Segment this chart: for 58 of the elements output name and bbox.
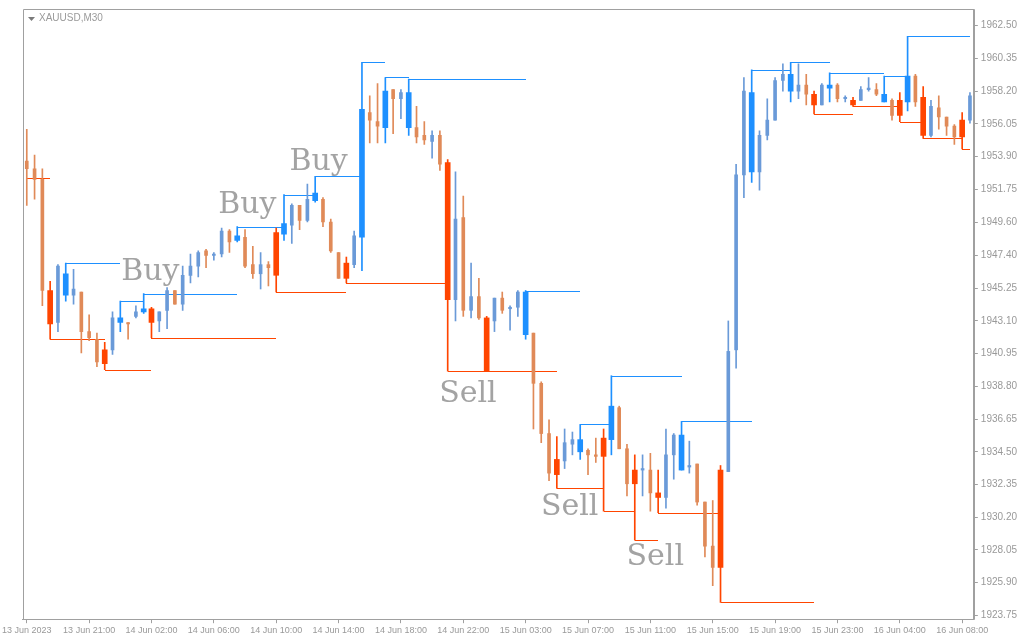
annotation: Buy: [289, 141, 348, 177]
y-tick-label: 1945.25: [980, 281, 1018, 293]
y-tick-label: 1947.40: [980, 249, 1018, 261]
y-tick-label: 1953.90: [980, 150, 1018, 162]
x-tick-label: 15 Jun 15:00: [686, 625, 739, 636]
candlestick: [508, 305, 512, 331]
x-tick-label: 15 Jun 03:00: [499, 625, 552, 636]
chart-title: XAUUSD,M30: [39, 12, 103, 24]
candlestick: [586, 448, 590, 475]
candlestick: [781, 63, 785, 92]
candlestick: [843, 95, 848, 103]
x-tick-label: 16 Jun 04:00: [873, 625, 926, 636]
x-tick-label: 14 Jun 10:00: [250, 625, 303, 636]
candlestick: [710, 500, 715, 587]
x-tick-label: 14 Jun 22:00: [437, 625, 490, 636]
annotation: Sell: [540, 487, 599, 523]
x-tick-label: 15 Jun 23:00: [811, 625, 864, 636]
y-tick-label: 1925.90: [980, 576, 1018, 588]
candlestick: [24, 128, 29, 206]
annotation: Sell: [439, 373, 497, 409]
candlestick: [126, 322, 130, 340]
y-tick-label: 1949.60: [980, 215, 1018, 227]
x-tick-label: 14 Jun 14:00: [312, 625, 365, 636]
candlestick: [422, 121, 427, 145]
y-tick-label: 1932.35: [980, 478, 1018, 490]
y-tick-label: 1923.75: [980, 609, 1018, 621]
x-tick-label: 16 Jun 08:00: [936, 625, 989, 636]
y-tick-label: 1951.75: [980, 183, 1018, 195]
candlestick: [399, 89, 403, 119]
y-tick-label: 1958.20: [980, 84, 1018, 96]
y-tick-label: 1930.20: [980, 511, 1018, 522]
annotation: Buy: [218, 185, 277, 221]
y-tick-label: 1940.95: [980, 347, 1018, 359]
x-tick-label: 15 Jun 07:00: [561, 625, 615, 636]
x-tick-label: 14 Jun 02:00: [125, 625, 178, 636]
candlestick: [936, 95, 941, 130]
candlestick: [281, 194, 287, 241]
candlestick: [140, 293, 147, 314]
y-tick-label: 1962.50: [980, 19, 1018, 31]
annotation: Sell: [626, 537, 685, 573]
x-tick-label: 14 Jun 18:00: [374, 625, 427, 636]
y-tick-label: 1928.05: [980, 543, 1018, 555]
x-tick-label: 14 Jun 06:00: [187, 625, 240, 636]
x-tick-label: 13 Jun 2023: [2, 625, 52, 636]
candlestick: [391, 89, 395, 135]
y-tick-label: 1934.50: [980, 445, 1018, 457]
y-tick-label: 1936.65: [980, 412, 1018, 424]
candlestick: [593, 437, 598, 463]
candlestick: [367, 95, 372, 144]
y-tick-label: 1938.80: [980, 380, 1018, 392]
y-tick-label: 1960.35: [980, 52, 1018, 64]
x-tick-label: 15 Jun 19:00: [749, 625, 802, 636]
x-tick-label: 13 Jun 21:00: [63, 625, 116, 636]
y-tick-label: 1956.05: [980, 117, 1018, 129]
y-tick-label: 1943.10: [980, 314, 1018, 326]
candlestick: [204, 249, 208, 269]
annotation: Buy: [121, 251, 180, 287]
x-tick-label: 15 Jun 11:00: [624, 625, 677, 636]
